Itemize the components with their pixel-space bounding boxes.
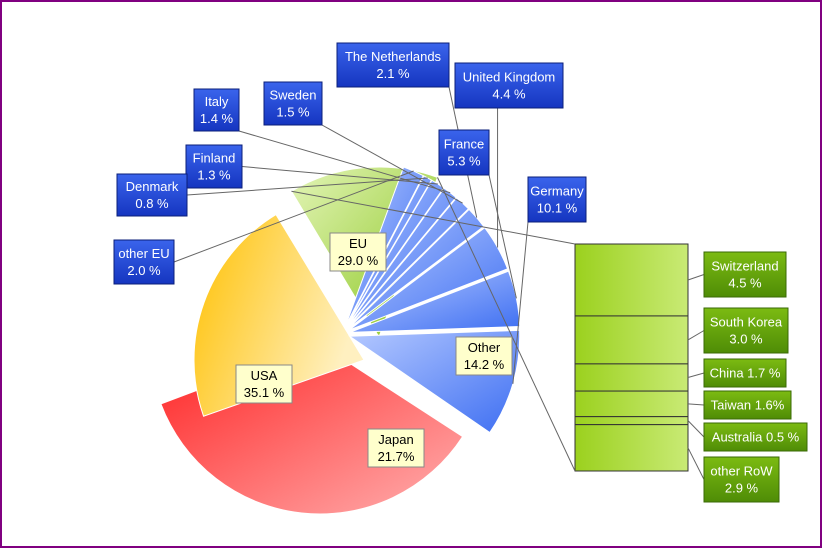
label-other: Other 14.2 % <box>455 336 513 376</box>
label-italy: Italy 1.4 % <box>193 88 240 132</box>
svg-text:other RoW: other RoW <box>710 464 773 479</box>
label-usa: USA 35.1 % <box>235 364 293 404</box>
svg-text:0.8 %: 0.8 % <box>135 196 169 211</box>
svg-text:Switzerland: Switzerland <box>711 259 778 274</box>
svg-text:Australia 0.5 %: Australia 0.5 % <box>712 430 800 445</box>
svg-text:Germany: Germany <box>530 184 584 199</box>
leader-sweden <box>321 124 463 204</box>
svg-text:Taiwan 1.6%: Taiwan 1.6% <box>711 398 785 413</box>
svg-text:China 1.7 %: China 1.7 % <box>710 366 781 381</box>
leader-switzerland <box>687 274 705 281</box>
svg-text:35.1 %: 35.1 % <box>244 385 285 400</box>
leader-south-korea <box>687 330 705 341</box>
leader-other-eu <box>173 170 414 263</box>
bar-segment-australia <box>574 416 689 426</box>
label-united-kingdom: United Kingdom 4.4 % <box>454 62 564 109</box>
svg-text:other EU: other EU <box>118 246 169 261</box>
bar-segment-china <box>574 363 689 392</box>
label-south-korea: South Korea 3.0 % <box>703 307 789 354</box>
svg-text:10.1 %: 10.1 % <box>537 201 578 216</box>
connector-other-bottom <box>437 177 576 472</box>
bar-segment-other-row <box>574 424 689 472</box>
svg-text:3.0 %: 3.0 % <box>729 332 763 347</box>
bar-segment-switzerland <box>574 243 689 317</box>
connector-other-top <box>291 190 576 245</box>
svg-text:4.4 %: 4.4 % <box>492 87 526 102</box>
leader-australia <box>687 420 705 438</box>
leader-other-row <box>687 447 705 480</box>
svg-text:2.1 %: 2.1 % <box>376 66 410 81</box>
label-other-row: other RoW 2.9 % <box>703 456 780 503</box>
label-other-eu: other EU 2.0 % <box>113 239 175 285</box>
leader-taiwan <box>687 403 705 406</box>
label-japan: Japan 21.7% <box>367 428 425 468</box>
label-the-netherlands: The Netherlands 2.1 % <box>336 42 450 88</box>
leader-china <box>687 372 705 378</box>
svg-text:5.3 %: 5.3 % <box>447 154 481 169</box>
label-sweden: Sweden 1.5 % <box>263 81 323 126</box>
label-denmark: Denmark 0.8 % <box>116 173 188 217</box>
svg-text:France: France <box>444 137 484 152</box>
svg-text:Sweden: Sweden <box>270 88 317 103</box>
label-china: China 1.7 % <box>703 358 787 388</box>
svg-text:USA: USA <box>251 368 278 383</box>
label-finland: Finland 1.3 % <box>185 144 243 189</box>
leader-finland <box>241 166 438 185</box>
leader-germany <box>512 221 529 384</box>
svg-text:The Netherlands: The Netherlands <box>345 49 442 64</box>
svg-text:EU: EU <box>349 236 367 251</box>
leader-france <box>488 174 517 299</box>
svg-text:United Kingdom: United Kingdom <box>463 70 556 85</box>
label-germany: Germany 10.1 % <box>527 176 587 223</box>
bar-segment-taiwan <box>574 390 689 418</box>
label-australia: Australia 0.5 % <box>703 422 808 452</box>
label-eu: EU 29.0 % <box>329 232 387 272</box>
slice-eu-finland <box>345 179 445 328</box>
svg-text:Finland: Finland <box>193 151 236 166</box>
bar-segment-south-korea <box>574 315 689 365</box>
label-switzerland: Switzerland 4.5 % <box>703 251 787 298</box>
svg-text:1.3 %: 1.3 % <box>197 168 231 183</box>
svg-text:4.5 %: 4.5 % <box>728 276 762 291</box>
slice-eu-sweden <box>347 197 470 329</box>
svg-text:29.0 %: 29.0 % <box>338 253 379 268</box>
svg-text:21.7%: 21.7% <box>378 449 415 464</box>
svg-text:Other: Other <box>468 340 501 355</box>
svg-text:1.4 %: 1.4 % <box>200 111 234 126</box>
svg-text:South Korea: South Korea <box>710 315 783 330</box>
svg-text:1.5 %: 1.5 % <box>276 105 310 120</box>
svg-text:14.2 %: 14.2 % <box>464 357 505 372</box>
svg-text:Japan: Japan <box>378 432 413 447</box>
slice-eu-united-kingdom <box>348 227 509 331</box>
svg-text:2.0 %: 2.0 % <box>127 263 161 278</box>
label-taiwan: Taiwan 1.6% <box>703 390 792 420</box>
svg-text:2.9 %: 2.9 % <box>725 481 759 496</box>
label-france: France 5.3 % <box>438 129 490 176</box>
svg-text:Italy: Italy <box>205 94 229 109</box>
svg-text:Denmark: Denmark <box>126 179 179 194</box>
